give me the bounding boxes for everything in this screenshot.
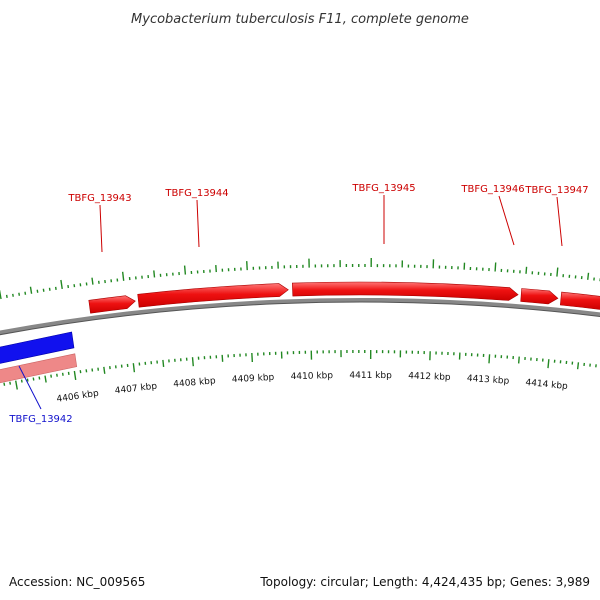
inner-tick <box>132 363 136 373</box>
inner-tick <box>162 359 165 368</box>
inner-tick <box>103 366 106 374</box>
scale-tick-label: 4408 kbp <box>173 376 216 390</box>
reverse-gene-track <box>0 331 78 416</box>
outer-tick <box>18 292 21 296</box>
genome-summary-text: Topology: circular; Length: 4,424,435 bp… <box>259 575 590 589</box>
inner-tick <box>547 359 550 369</box>
scale-tick-label: 4413 kbp <box>467 374 510 387</box>
forward-gene-arrow[interactable] <box>520 288 559 305</box>
gene-label-reverse[interactable]: TBFG_13942 <box>8 414 72 425</box>
gene-label-forward[interactable]: TBFG_13946 <box>460 184 524 195</box>
scale-tick-label: 4406 kbp <box>56 389 100 405</box>
inner-tick <box>517 356 520 364</box>
outer-tick <box>183 265 187 275</box>
scale-labels: 4406 kbp 4407 kbp 4408 kbp 4409 kbp 4410 kbp… <box>56 371 568 405</box>
inner-tick <box>488 354 491 364</box>
gene-label-leader <box>196 199 200 248</box>
inner-tick <box>73 370 77 381</box>
outer-tick <box>153 270 156 278</box>
outer-tick-track <box>0 258 600 300</box>
gene-label-forward[interactable]: TBFG_13944 <box>164 188 228 199</box>
gene-label-forward[interactable]: TBFG_13947 <box>524 185 588 196</box>
inner-tick <box>9 381 12 385</box>
outer-tick <box>5 294 8 298</box>
inner-tick <box>44 375 47 383</box>
outer-tick <box>121 271 125 281</box>
outer-tick <box>0 289 2 300</box>
outer-tick <box>587 272 590 280</box>
accession-text: Accession: NC_009565 <box>9 575 145 589</box>
gene-label-forward[interactable]: TBFG_13943 <box>67 193 131 204</box>
scale-tick-label: 4411 kbp <box>349 371 392 381</box>
forward-gene-arrow[interactable] <box>559 291 600 310</box>
gene-label-forward[interactable]: TBFG_13945 <box>351 183 415 194</box>
inner-tick <box>576 362 580 370</box>
gene-labels: TBFG_13943 TBFG_13944 TBFG_13945 TBFG_13946… <box>8 183 588 425</box>
map-title: Mycobacterium tuberculosis F11, complete… <box>131 12 469 27</box>
scale-tick-label: 4412 kbp <box>408 371 451 383</box>
outer-tick <box>494 262 497 272</box>
outer-tick <box>29 286 33 294</box>
outer-tick <box>556 267 559 277</box>
forward-gene-track <box>88 281 600 314</box>
scale-tick-label: 4407 kbp <box>114 382 158 397</box>
gene-label-leader <box>18 365 42 410</box>
inner-tick <box>26 378 29 382</box>
inner-tick <box>32 377 35 381</box>
forward-gene-arrow[interactable] <box>88 295 136 314</box>
genome-backbone <box>0 297 600 336</box>
gene-label-leader <box>556 196 563 247</box>
outer-tick <box>12 293 14 297</box>
inner-tick <box>191 357 194 367</box>
inner-tick-track <box>3 349 597 390</box>
outer-tick <box>60 279 63 290</box>
backbone-arc-shadow <box>0 301 600 336</box>
inner-tick <box>3 382 6 386</box>
scale-tick-label: 4414 kbp <box>525 378 568 392</box>
outer-tick <box>91 277 94 285</box>
scale-tick-label: 4409 kbp <box>232 373 275 385</box>
backbone-arc <box>0 297 600 335</box>
inner-tick <box>20 379 23 383</box>
inner-tick <box>15 380 18 390</box>
reverse-gene-block-faded[interactable] <box>0 353 78 416</box>
outer-tick <box>525 266 528 274</box>
forward-gene-arrow[interactable] <box>137 283 289 308</box>
gene-label-leader <box>498 195 515 246</box>
reverse-gene-block[interactable] <box>0 331 75 398</box>
forward-gene-arrow[interactable] <box>291 281 519 301</box>
gene-label-leader <box>99 204 103 253</box>
scale-tick-label: 4410 kbp <box>291 371 334 382</box>
